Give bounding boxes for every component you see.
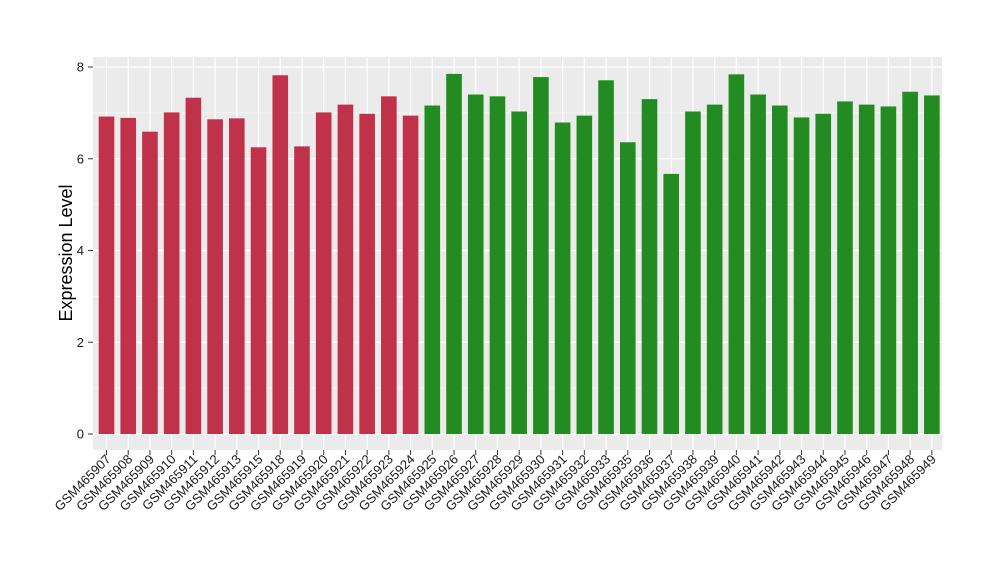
bar-GSM465921 bbox=[337, 104, 354, 435]
bar-GSM465941 bbox=[750, 94, 766, 435]
bar-GSM465913 bbox=[229, 118, 245, 434]
bar-GSM465910 bbox=[163, 112, 180, 435]
bar-GSM465927 bbox=[467, 94, 484, 435]
y-axis-ticks: 0 2 4 6 8 bbox=[77, 60, 93, 442]
bar-GSM465922 bbox=[359, 113, 375, 434]
bar-GSM465920 bbox=[315, 112, 332, 435]
y-tick-label: 6 bbox=[77, 151, 84, 166]
bar-GSM465928 bbox=[489, 96, 506, 435]
bar-GSM465935 bbox=[619, 142, 636, 435]
y-tick-label: 8 bbox=[77, 60, 84, 75]
bar-GSM465942 bbox=[772, 105, 788, 434]
bar-GSM465911 bbox=[185, 97, 202, 435]
x-axis-ticks: GSM465907GSM465908GSM465909GSM465910GSM4… bbox=[51, 450, 939, 514]
bar-GSM465937 bbox=[663, 173, 680, 434]
y-tick-label: 0 bbox=[77, 427, 84, 442]
bar-GSM465949 bbox=[924, 95, 940, 434]
bar-GSM465925 bbox=[424, 105, 441, 434]
bar-GSM465930 bbox=[533, 77, 549, 434]
y-axis-title: Expression Level bbox=[56, 184, 76, 321]
bar-GSM465926 bbox=[446, 73, 462, 434]
bar-GSM465939 bbox=[706, 104, 723, 435]
bar-GSM465909 bbox=[142, 131, 158, 434]
bar-GSM465932 bbox=[576, 115, 593, 434]
bar-GSM465908 bbox=[120, 117, 137, 435]
bar-GSM465938 bbox=[685, 111, 701, 434]
bar-GSM465945 bbox=[837, 101, 853, 434]
bar-GSM465915 bbox=[250, 147, 267, 434]
bar-GSM465940 bbox=[728, 74, 745, 434]
bar-GSM465907 bbox=[98, 116, 115, 435]
bar-GSM465924 bbox=[402, 115, 419, 434]
bar-GSM465936 bbox=[641, 99, 658, 435]
bar-GSM465923 bbox=[381, 96, 397, 435]
bar-GSM465946 bbox=[858, 104, 875, 435]
bar-GSM465948 bbox=[902, 91, 918, 435]
y-tick-label: 4 bbox=[77, 243, 84, 258]
bar-GSM465929 bbox=[511, 111, 527, 434]
bars bbox=[98, 73, 940, 435]
bar-GSM465933 bbox=[598, 80, 614, 435]
bar-GSM465919 bbox=[294, 146, 310, 435]
bar-GSM465947 bbox=[880, 106, 897, 434]
bar-GSM465944 bbox=[815, 113, 832, 434]
bar-GSM465912 bbox=[207, 119, 223, 435]
bar-GSM465931 bbox=[554, 122, 571, 434]
bar-GSM465918 bbox=[272, 75, 289, 434]
bar-GSM465943 bbox=[793, 117, 810, 435]
y-tick-label: 2 bbox=[77, 335, 84, 350]
